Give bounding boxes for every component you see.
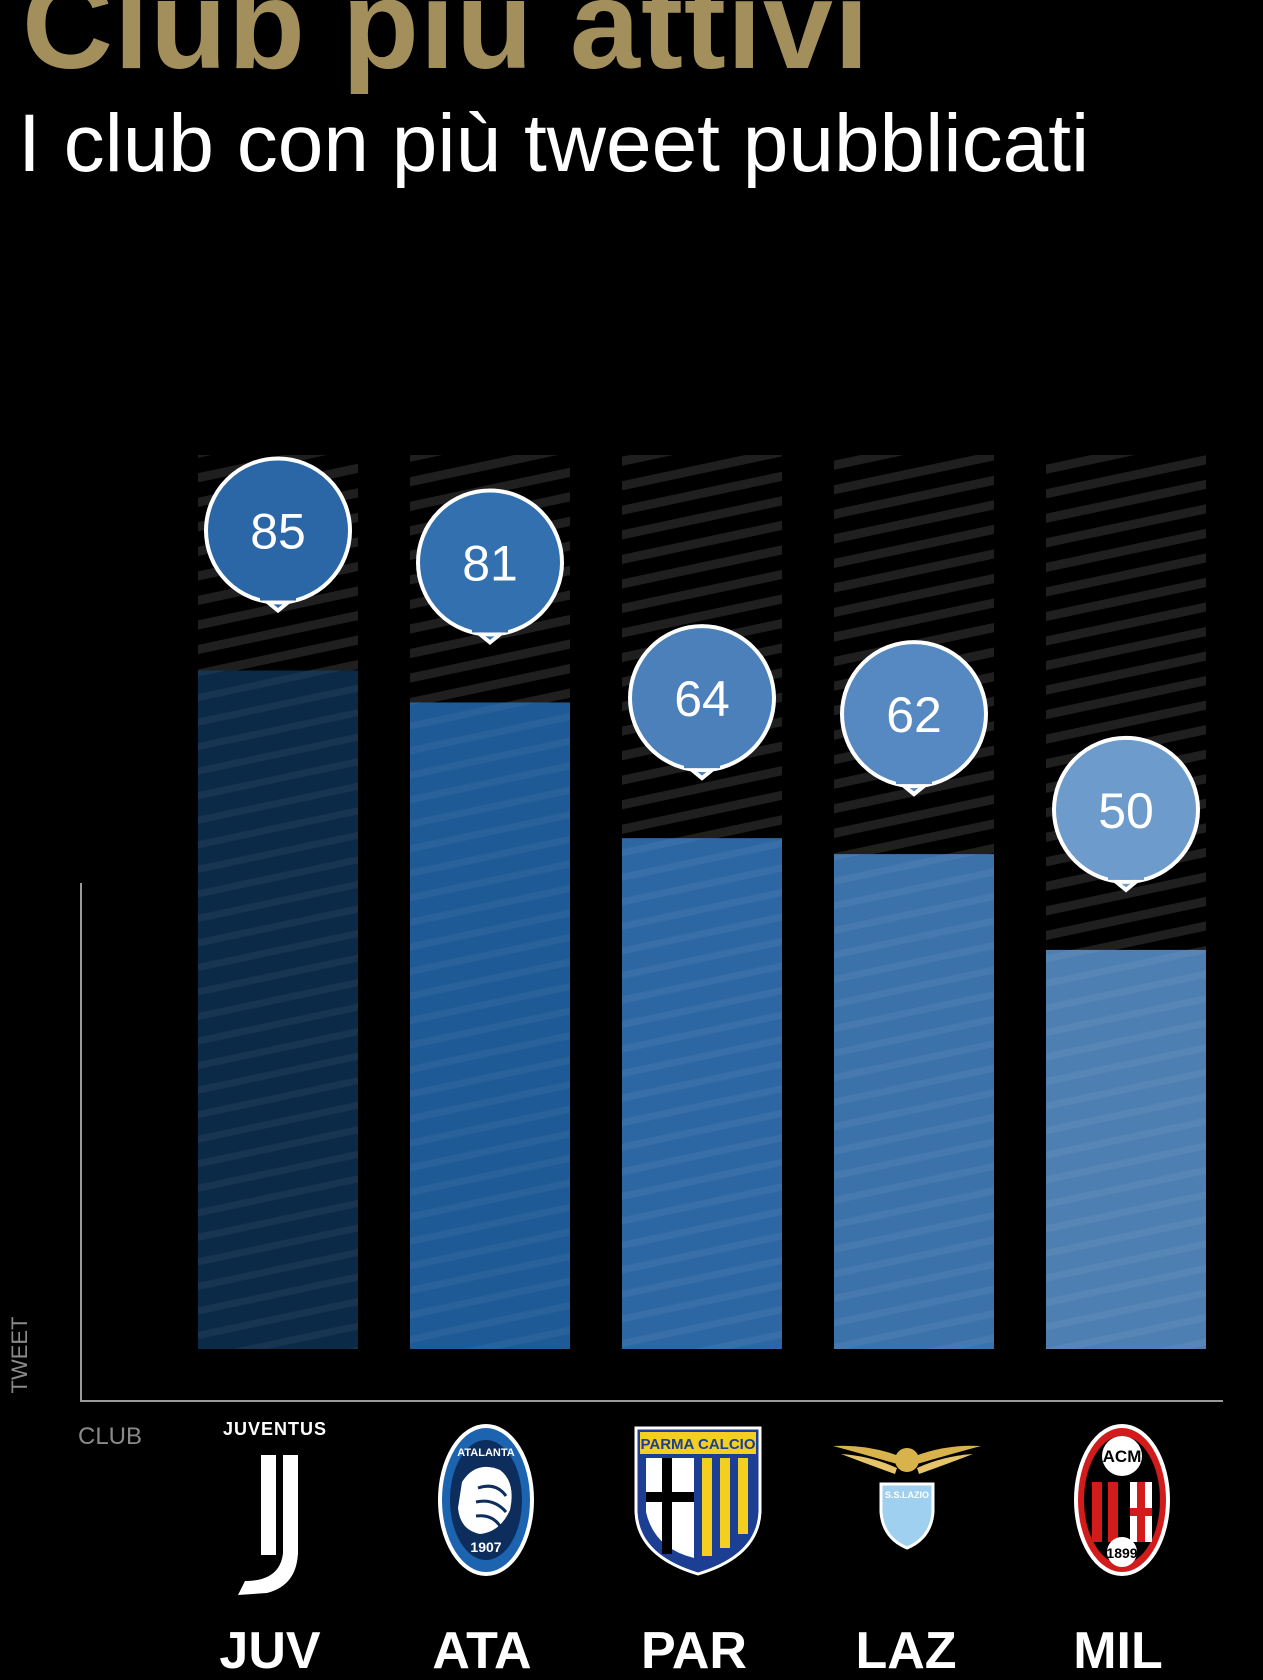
chart-title: Club più attivi [22,0,870,95]
bar-group: 85 81 64 62 50 [198,455,1206,1349]
category-label-laz: LAZ [855,1622,956,1680]
data-label-laz: 62 [886,687,942,743]
parma-logo-text: PARMA CALCIO [641,1436,756,1453]
lazio-logo: S.S.LAZIO [833,1445,981,1550]
x-axis-label: CLUB [78,1423,143,1450]
bar-shine-laz [834,854,994,1349]
data-label-juv: 85 [250,504,306,560]
category-label-par: PAR [641,1622,747,1680]
milan-logo-text: ACM [1103,1447,1142,1466]
atalanta-logo-year: 1907 [470,1539,501,1555]
data-label-par: 64 [674,671,730,727]
bar-shine-mil [1046,949,1206,1349]
parma-logo: PARMA CALCIO [634,1426,762,1576]
bubble-seam-mil [1108,867,1144,880]
bubble-laz [840,640,988,789]
bubble-seam-juv [260,588,296,601]
lazio-logo-text: S.S.LAZIO [885,1490,929,1500]
bubble-juv [204,456,352,605]
bubble-seam-ata [472,620,508,633]
bar-shine-ata [410,702,570,1349]
data-label-mil: 50 [1098,783,1154,839]
bubble-ata [416,488,564,637]
category-label-ata: ATA [432,1622,531,1680]
category-label-mil: MIL [1073,1622,1163,1680]
bar-shine-par [622,838,782,1349]
bubble-mil [1052,735,1200,884]
y-axis-label: TWEET [7,1316,32,1394]
juventus-logo: JUVENTUS [223,1419,327,1595]
atalanta-logo-text: ATALANTA [457,1447,514,1459]
bar-shine-juv [198,670,358,1349]
milan-logo: ACM 1899 [1074,1424,1170,1576]
bubble-seam-par [684,756,720,769]
bubble-par [628,624,776,773]
atalanta-logo: ATALANTA 1907 [438,1424,534,1576]
category-label-juv: JUV [219,1622,320,1680]
milan-logo-year: 1899 [1106,1545,1137,1561]
chart-subtitle: I club con più tweet pubblicati [18,98,1090,189]
bubble-seam-laz [896,772,932,785]
juventus-logo-text: JUVENTUS [223,1419,327,1439]
data-label-ata: 81 [462,535,518,591]
